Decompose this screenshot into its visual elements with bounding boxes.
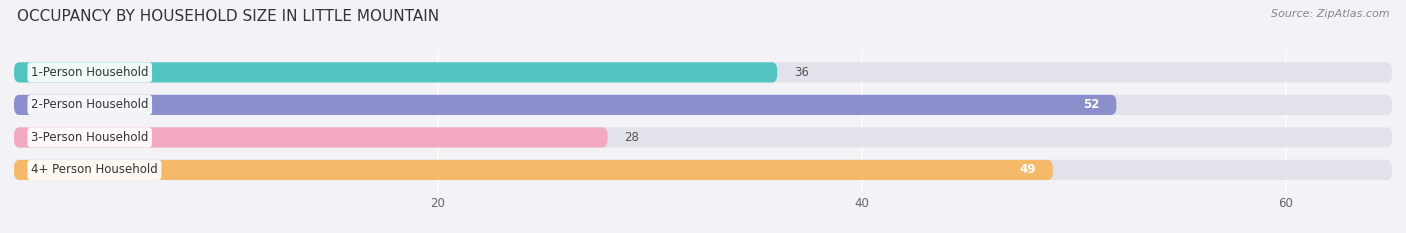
- FancyBboxPatch shape: [14, 127, 607, 147]
- FancyBboxPatch shape: [14, 95, 1392, 115]
- Text: Source: ZipAtlas.com: Source: ZipAtlas.com: [1271, 9, 1389, 19]
- FancyBboxPatch shape: [14, 127, 1392, 147]
- Text: 3-Person Household: 3-Person Household: [31, 131, 149, 144]
- Text: 2-Person Household: 2-Person Household: [31, 98, 149, 111]
- FancyBboxPatch shape: [14, 62, 1392, 82]
- Text: 28: 28: [624, 131, 640, 144]
- FancyBboxPatch shape: [14, 160, 1392, 180]
- Text: 1-Person Household: 1-Person Household: [31, 66, 149, 79]
- FancyBboxPatch shape: [14, 95, 1116, 115]
- Text: 49: 49: [1019, 163, 1036, 176]
- Text: 52: 52: [1083, 98, 1099, 111]
- Text: OCCUPANCY BY HOUSEHOLD SIZE IN LITTLE MOUNTAIN: OCCUPANCY BY HOUSEHOLD SIZE IN LITTLE MO…: [17, 9, 439, 24]
- FancyBboxPatch shape: [14, 160, 1053, 180]
- Text: 36: 36: [794, 66, 808, 79]
- Text: 4+ Person Household: 4+ Person Household: [31, 163, 157, 176]
- FancyBboxPatch shape: [14, 62, 778, 82]
